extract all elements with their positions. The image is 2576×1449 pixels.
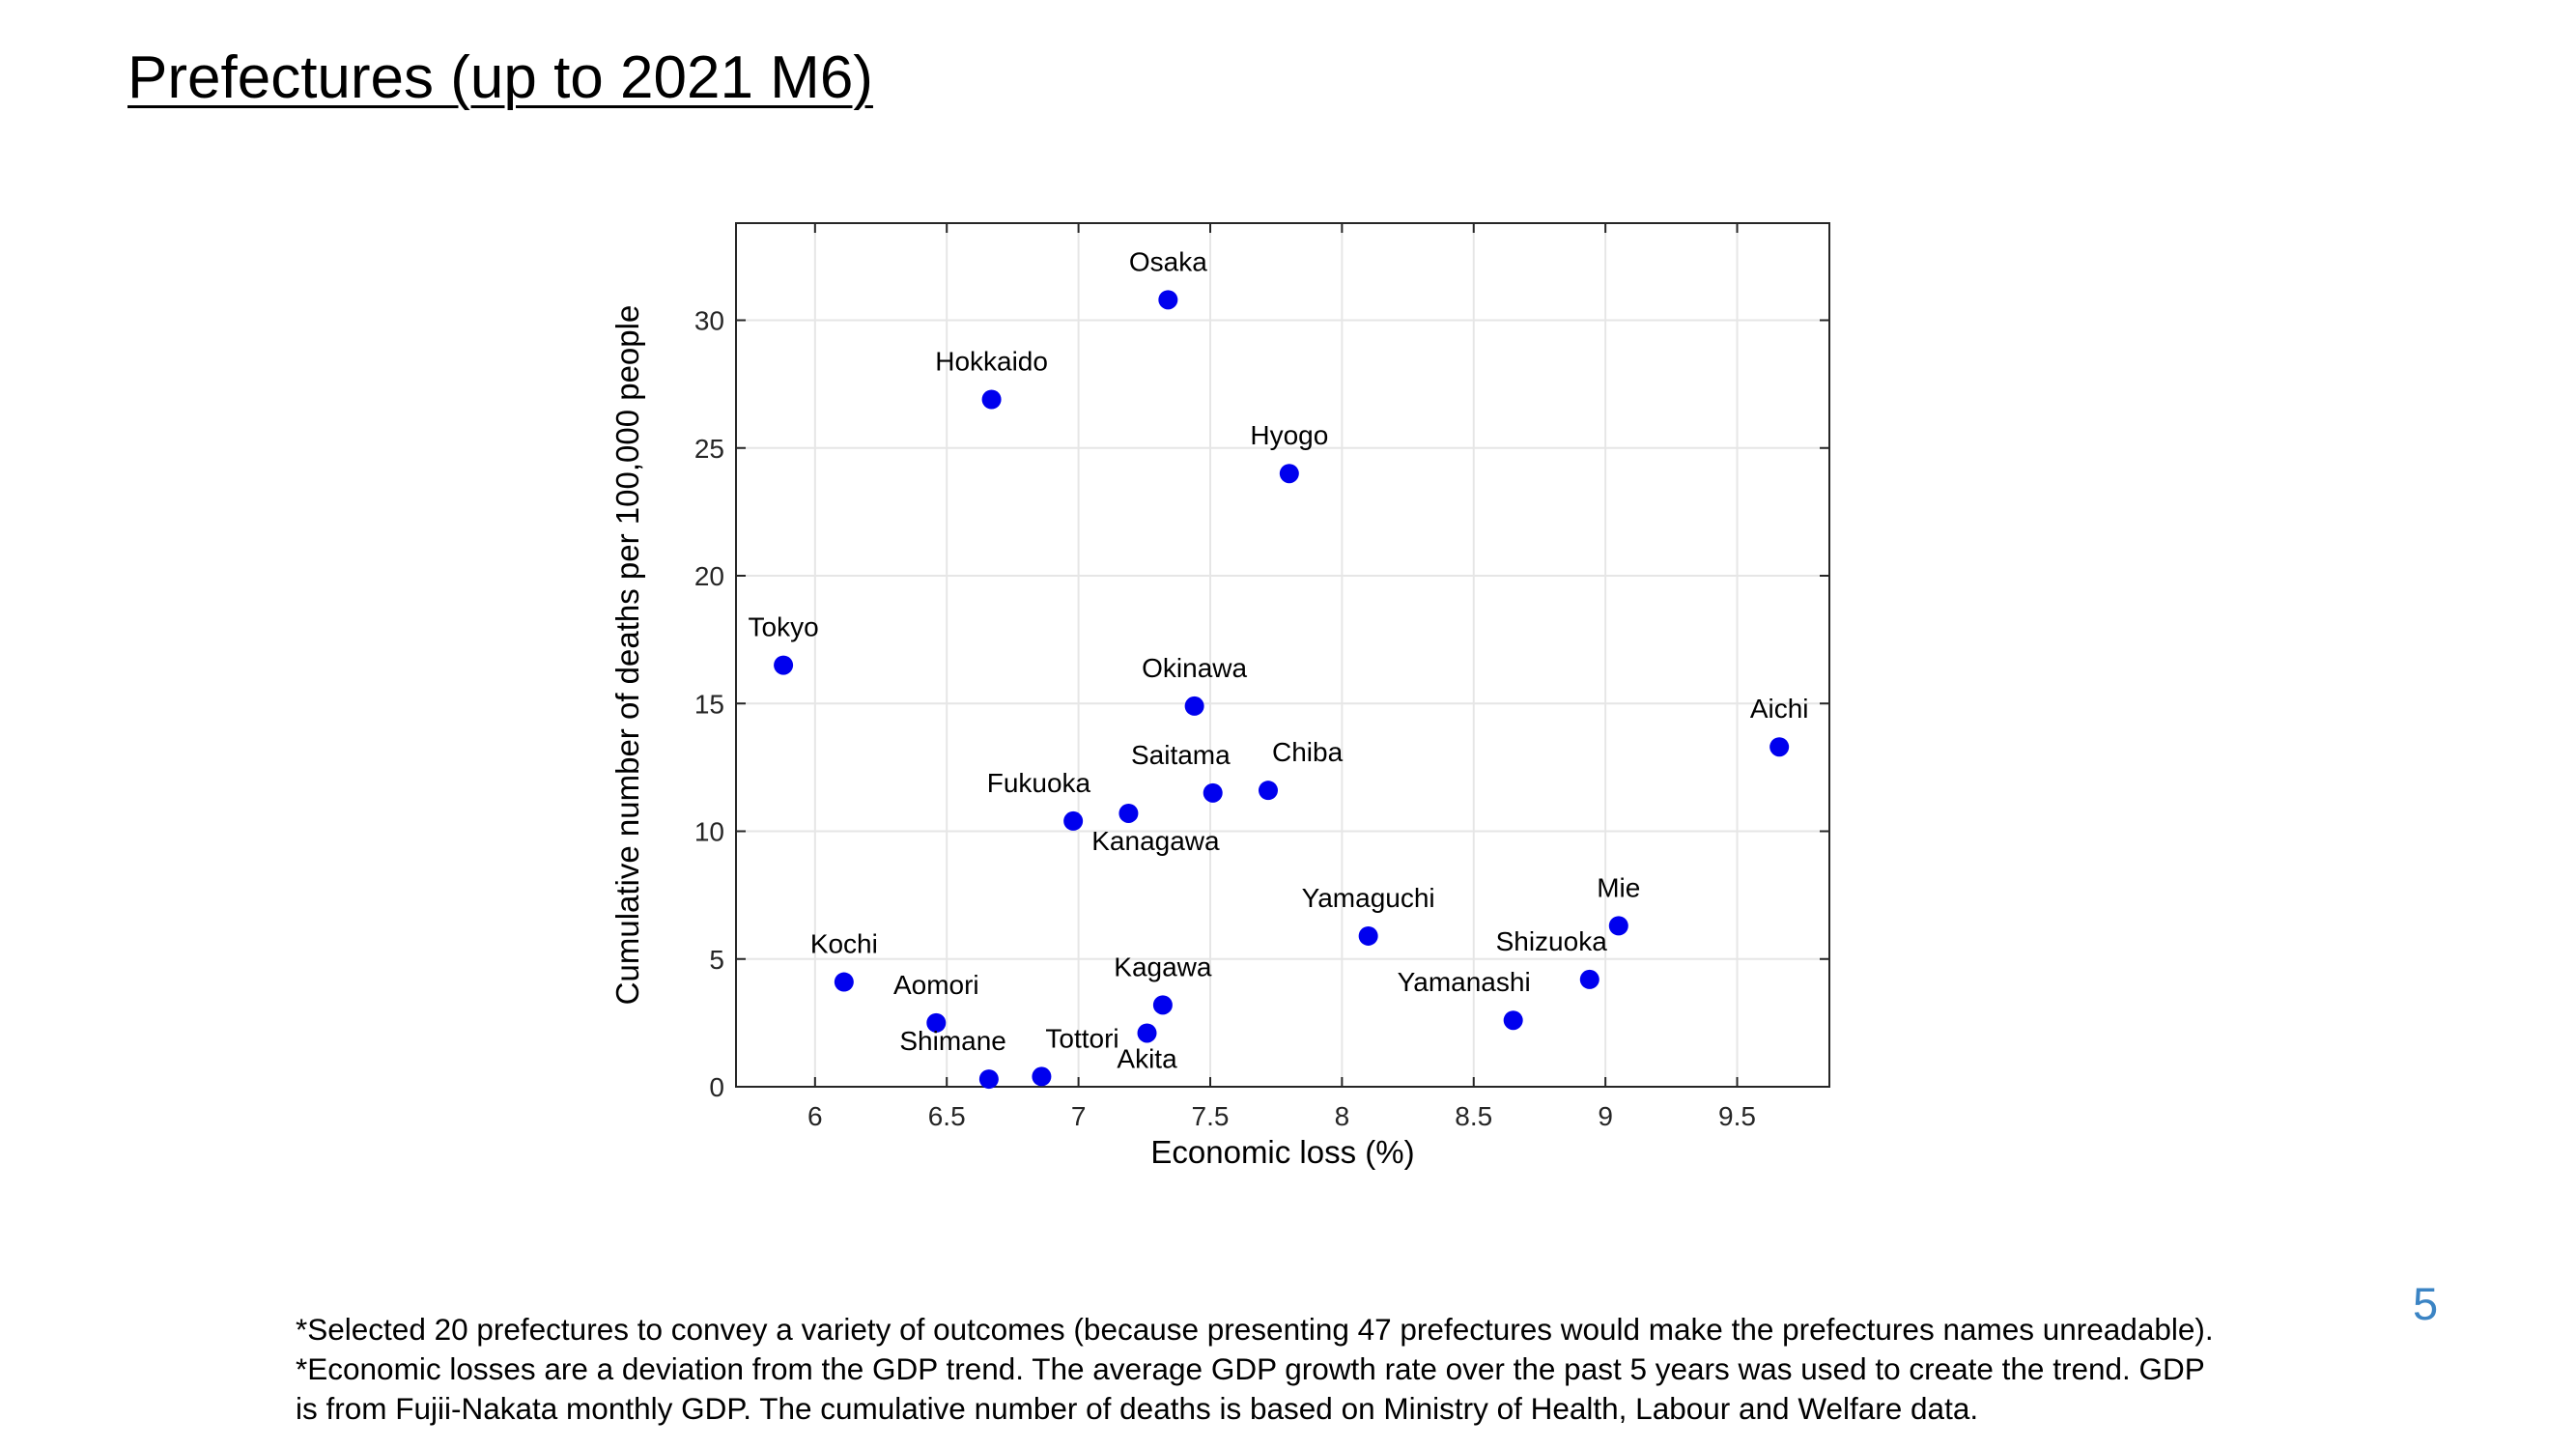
- data-point: [1032, 1066, 1052, 1087]
- y-tick-label: 30: [694, 306, 724, 336]
- data-point: [1118, 803, 1139, 823]
- data-label: Chiba: [1272, 737, 1344, 767]
- data-point: [1063, 810, 1084, 831]
- axis-ticks: 6 6.5 7 7.5 8 8.5 9 9.5 0 5 10 15 20 25 30: [694, 223, 1829, 1131]
- data-point: [1503, 1010, 1523, 1031]
- data-point: [834, 972, 854, 992]
- data-label: Hyogo: [1250, 420, 1328, 450]
- x-tick-label: 7: [1071, 1101, 1087, 1131]
- x-tick-label: 8: [1335, 1101, 1350, 1131]
- data-label: Kagawa: [1114, 952, 1212, 981]
- data-label: Yamanashi: [1398, 967, 1531, 997]
- y-tick-label: 0: [709, 1072, 724, 1102]
- data-label: Aichi: [1750, 694, 1809, 724]
- data-label: Kochi: [810, 929, 878, 959]
- y-tick-label: 20: [694, 561, 724, 591]
- data-label: Shizuoka: [1496, 926, 1608, 956]
- y-tick-label: 25: [694, 434, 724, 464]
- x-tick-label: 9.5: [1718, 1101, 1756, 1131]
- footnote-line: is from Fujii-Nakata monthly GDP. The cu…: [296, 1391, 1979, 1426]
- data-label: Osaka: [1129, 246, 1207, 276]
- data-label: Aomori: [893, 970, 979, 1000]
- plot-area: [735, 222, 1830, 1088]
- x-tick-label: 9: [1598, 1101, 1613, 1131]
- data-label: Kanagawa: [1091, 826, 1220, 856]
- data-label: Yamaguchi: [1302, 883, 1435, 913]
- data-point: [1184, 696, 1204, 716]
- data-points: [774, 290, 1790, 1090]
- data-point: [1258, 781, 1278, 801]
- data-point: [1358, 925, 1378, 946]
- data-point: [1769, 737, 1790, 757]
- chart-grid: [736, 223, 1829, 1088]
- data-label: Fukuoka: [987, 768, 1091, 798]
- data-point: [981, 389, 1002, 410]
- y-axis-label: Cumulative number of deaths per 100,000 …: [609, 305, 645, 1006]
- data-point: [774, 655, 794, 675]
- data-label: Saitama: [1131, 740, 1231, 770]
- y-tick-label: 5: [709, 945, 724, 975]
- x-tick-label: 6: [807, 1101, 823, 1131]
- x-tick-label: 6.5: [928, 1101, 966, 1131]
- footnote-line: *Economic losses are a deviation from th…: [296, 1351, 2205, 1386]
- data-point: [926, 1012, 947, 1033]
- data-label: Okinawa: [1142, 653, 1247, 683]
- x-tick-label: 7.5: [1192, 1101, 1230, 1131]
- data-point: [1152, 995, 1173, 1015]
- x-axis-label: Economic loss (%): [1150, 1134, 1414, 1170]
- page-number: 5: [2413, 1278, 2439, 1329]
- data-point: [1608, 916, 1628, 936]
- data-point: [1158, 290, 1178, 310]
- data-label: Tottori: [1045, 1023, 1118, 1053]
- data-labels: Osaka Hokkaido Hyogo Tokyo Okinawa Aichi Saita…: [749, 246, 1809, 1073]
- data-point: [978, 1069, 999, 1090]
- footnote-line: *Selected 20 prefectures to convey a var…: [296, 1312, 2214, 1347]
- data-point: [1279, 464, 1299, 484]
- data-label: Hokkaido: [935, 347, 1048, 377]
- data-point: [1203, 782, 1223, 803]
- data-point: [1579, 969, 1599, 989]
- footnotes: *Selected 20 prefectures to convey a var…: [296, 1310, 2372, 1429]
- data-point: [1137, 1023, 1157, 1043]
- data-label: Akita: [1117, 1043, 1177, 1073]
- x-tick-label: 8.5: [1455, 1101, 1492, 1131]
- data-label: Tokyo: [749, 612, 819, 642]
- slide-title: Prefectures (up to 2021 M6): [127, 44, 873, 111]
- data-label: Mie: [1597, 872, 1640, 902]
- y-tick-label: 15: [694, 689, 724, 719]
- data-label: Shimane: [899, 1026, 1006, 1056]
- y-tick-label: 10: [694, 817, 724, 847]
